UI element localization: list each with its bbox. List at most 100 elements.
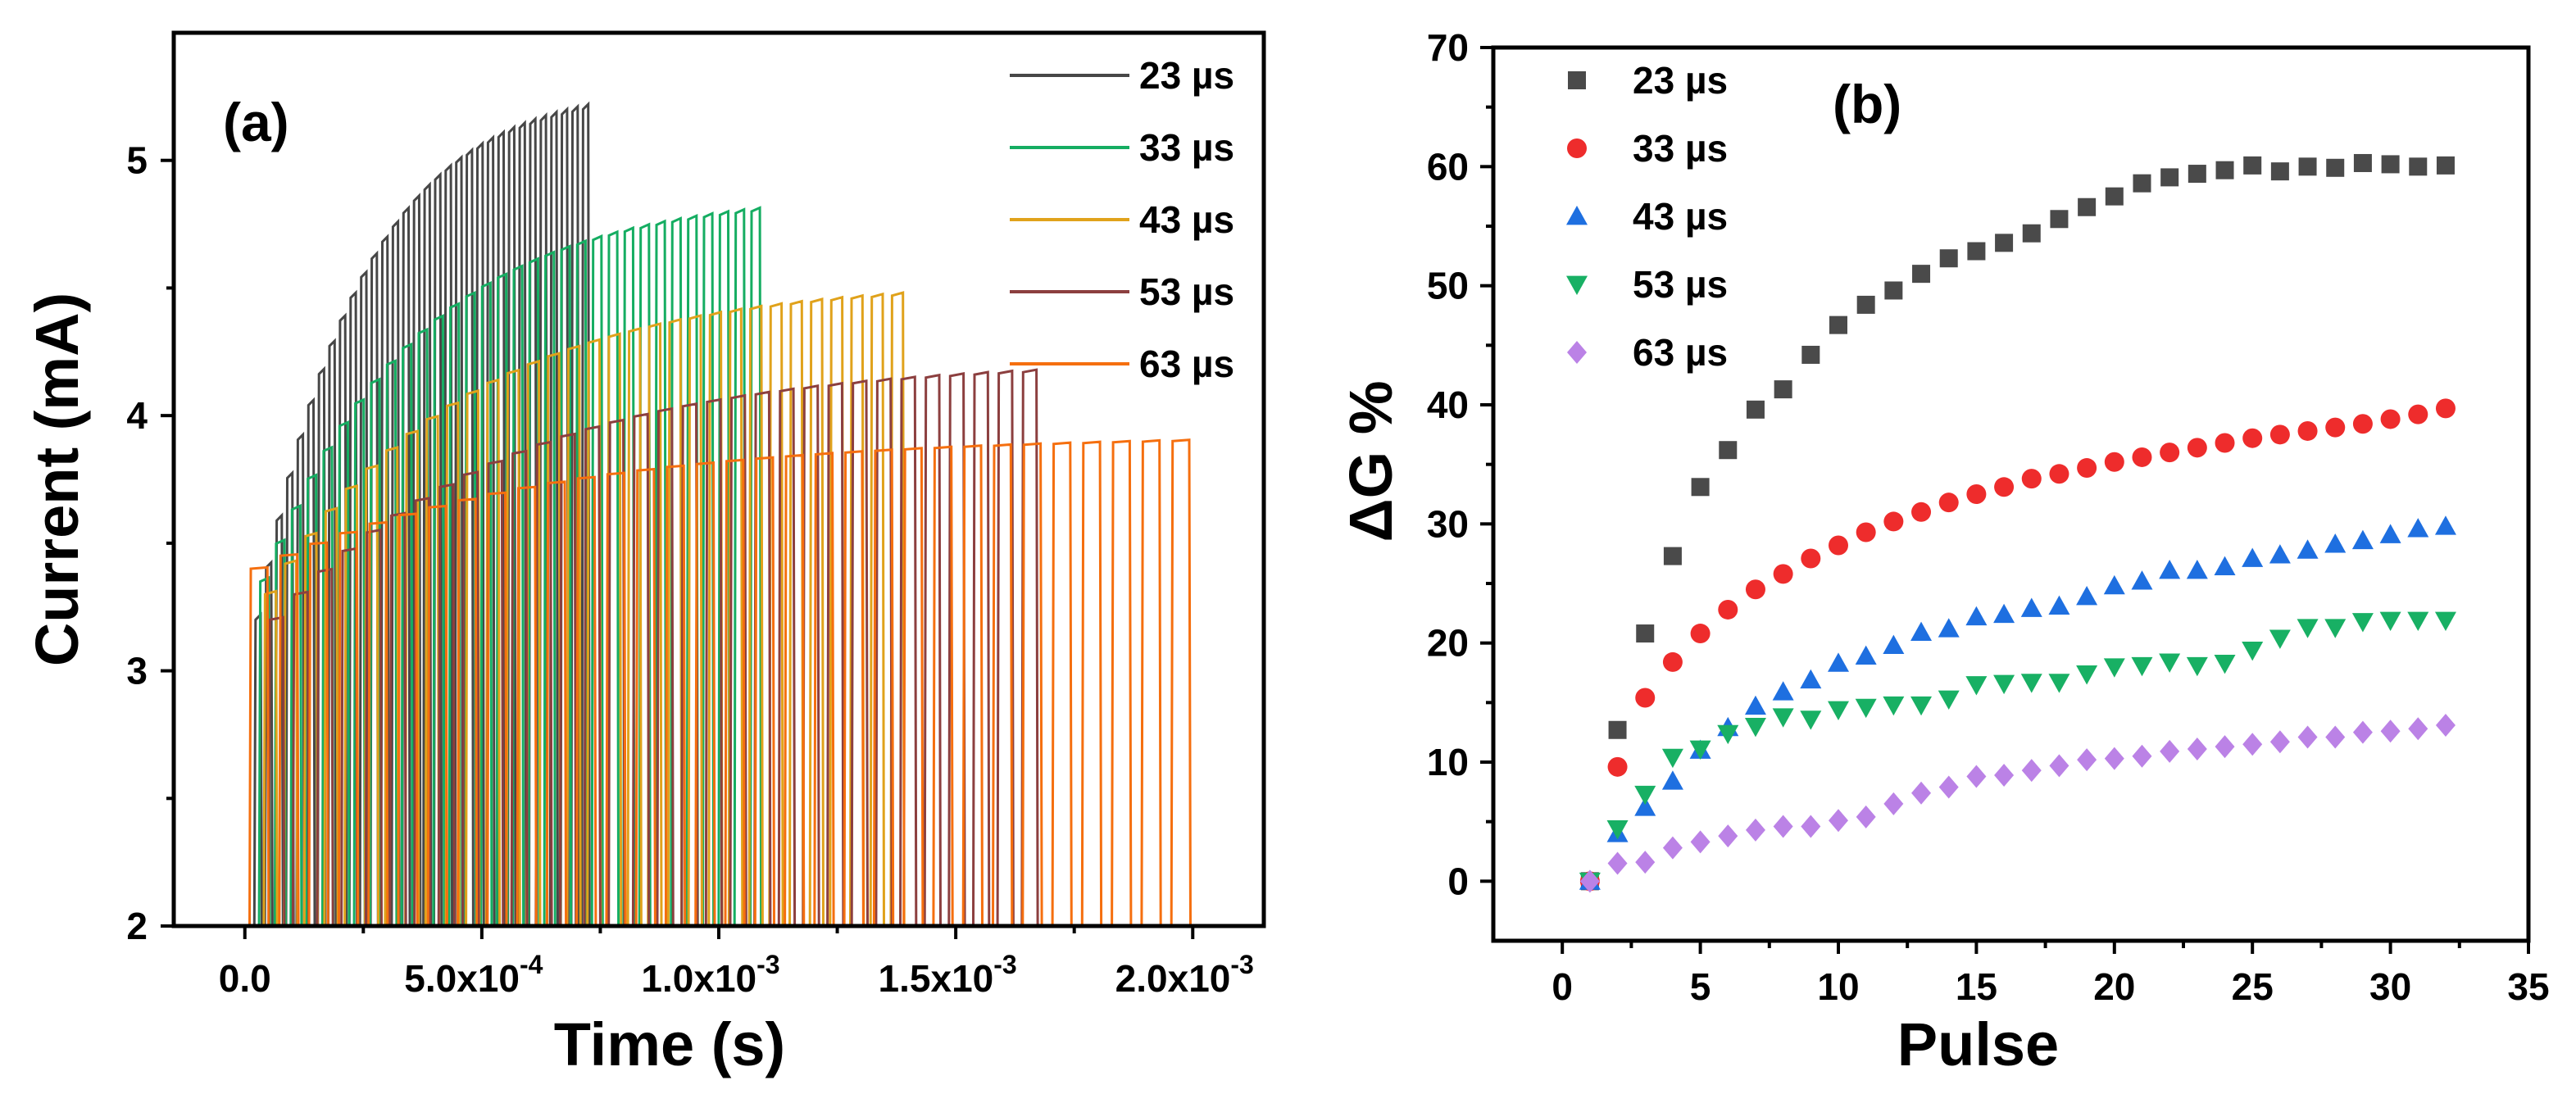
point-53us — [2214, 654, 2236, 674]
panel-b-x-axis-title: Pulse — [1897, 1010, 2059, 1078]
point-23us — [2160, 168, 2179, 187]
point-43us — [2379, 524, 2401, 543]
point-53us — [1689, 740, 1711, 760]
legend-label-43us: 43 µs — [1139, 198, 1234, 241]
x-tick-label: 2.0x10-3 — [1115, 950, 1254, 1000]
point-53us — [2048, 674, 2070, 693]
point-33us — [1883, 511, 1904, 532]
x-tick-label: 0.0 — [219, 957, 271, 1000]
point-63us — [2160, 739, 2180, 763]
point-53us — [1661, 748, 1683, 769]
point-33us — [1938, 493, 1959, 513]
x-tick-label: 5 — [1690, 965, 1711, 1008]
panel-a-y-axis-title: Current (mA) — [23, 293, 91, 666]
x-tick-label: 1.0x10-3 — [641, 950, 779, 1000]
point-43us — [2297, 539, 2319, 559]
point-63us — [2242, 733, 2263, 756]
point-63us — [2104, 747, 2124, 770]
point-23us — [2050, 210, 2069, 229]
point-43us — [2407, 518, 2429, 538]
point-53us — [2407, 611, 2429, 632]
legend-label-43us: 43 µs — [1633, 195, 1728, 238]
point-63us — [1966, 765, 1987, 788]
point-33us — [1690, 624, 1711, 644]
point-43us — [2103, 574, 2125, 595]
point-63us — [1829, 809, 1848, 833]
point-23us — [1774, 380, 1792, 399]
point-53us — [2076, 665, 2098, 685]
point-23us — [2298, 157, 2317, 176]
point-23us — [2105, 187, 2124, 206]
y-tick-label: 40 — [1427, 384, 1469, 426]
y-tick-label: 70 — [1427, 26, 1469, 69]
point-43us — [2186, 560, 2208, 579]
y-tick-label: 20 — [1427, 622, 1469, 665]
current-trace-23us — [252, 101, 591, 926]
x-tick-label: 35 — [2507, 965, 2549, 1008]
panel-a-label: (a) — [223, 92, 289, 152]
panel-a-traces — [248, 101, 1192, 926]
point-53us — [2351, 613, 2374, 633]
point-53us — [1717, 724, 1739, 745]
point-23us — [2133, 174, 2151, 193]
point-33us — [1829, 535, 1848, 556]
legend-label-33us: 33 µs — [1139, 126, 1234, 169]
point-23us — [1967, 242, 1986, 261]
point-63us — [2269, 730, 2290, 754]
point-23us — [2270, 162, 2289, 181]
series-43us-points — [1579, 515, 2456, 890]
point-63us — [2077, 748, 2097, 772]
point-53us — [1938, 690, 1960, 710]
point-63us — [1938, 775, 1959, 799]
point-33us — [2435, 398, 2456, 419]
point-33us — [1718, 599, 1738, 620]
point-33us — [2269, 424, 2290, 445]
point-33us — [2021, 469, 2042, 489]
point-43us — [1744, 695, 1766, 715]
point-43us — [2324, 533, 2347, 553]
legend-marker-33us — [1567, 138, 1587, 158]
point-33us — [2077, 458, 2097, 479]
legend-label-53us: 53 µs — [1139, 270, 1234, 313]
point-53us — [2297, 619, 2319, 638]
x-tick-label: 25 — [2232, 965, 2274, 1008]
point-33us — [1607, 756, 1628, 777]
point-63us — [1662, 836, 1683, 860]
point-43us — [2020, 597, 2042, 617]
point-63us — [2021, 759, 2042, 783]
current-trace-53us — [267, 368, 1039, 926]
point-43us — [1772, 681, 1794, 701]
point-33us — [1662, 651, 1683, 672]
point-33us — [1773, 564, 1793, 584]
point-63us — [2297, 725, 2318, 749]
point-53us — [1744, 718, 1766, 738]
point-23us — [1912, 265, 1931, 284]
point-53us — [2379, 611, 2401, 632]
legend-marker-43us — [1566, 206, 1588, 225]
point-33us — [2160, 443, 2180, 463]
point-33us — [2215, 433, 2235, 453]
point-53us — [1634, 785, 1656, 806]
point-63us — [2352, 720, 2373, 744]
panel-a-legend: 23 µs 33 µs 43 µs 53 µs 63 µs — [1010, 54, 1234, 385]
point-43us — [1855, 645, 1877, 665]
series-23us-points — [1580, 153, 2455, 891]
y-tick-label: 5 — [126, 139, 148, 182]
point-53us — [2434, 611, 2456, 632]
point-63us — [1994, 763, 2015, 787]
point-43us — [2159, 560, 2181, 579]
x-tick-label: 5.0x10-4 — [404, 950, 543, 1000]
legend-label-63us: 63 µs — [1633, 331, 1728, 374]
point-33us — [2297, 420, 2318, 441]
point-63us — [1856, 805, 1876, 828]
legend-marker-23us — [1568, 71, 1586, 89]
point-23us — [1608, 720, 1627, 739]
panel-b-legend: 23 µs 33 µs 43 µs 53 µs 63 µs — [1566, 59, 1728, 374]
point-33us — [2242, 428, 2263, 448]
panel-b-label: (b) — [1833, 74, 1901, 134]
point-53us — [1883, 696, 1905, 716]
panel-a-current-vs-time: 0.0 5.0x10-4 1.0x10-3 1.5x10-3 2.0x10-32345 … — [23, 30, 1266, 1078]
point-63us — [2380, 719, 2401, 743]
point-53us — [2324, 619, 2347, 638]
y-tick-label: 3 — [126, 650, 148, 692]
